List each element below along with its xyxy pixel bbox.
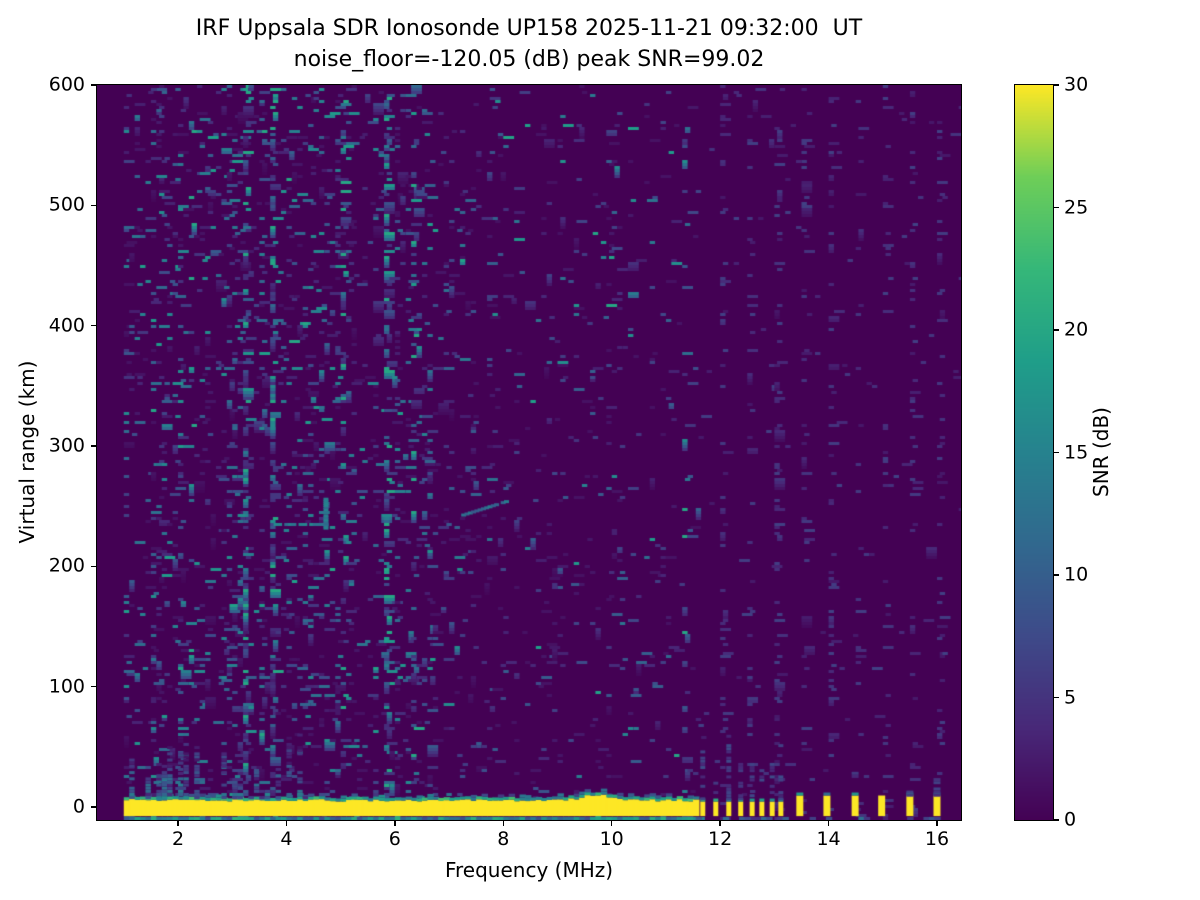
y-tick-label: 100 [48, 675, 85, 698]
colorbar-canvas [1015, 85, 1053, 820]
x-tick-label: 2 [171, 828, 185, 850]
y-tick-mark [91, 565, 96, 568]
colorbar-tick-label: 15 [1064, 441, 1089, 463]
colorbar-tick-label: 30 [1064, 73, 1089, 96]
x-tick-mark [719, 821, 721, 826]
chart-title: IRF Uppsala SDR Ionosonde UP158 2025-11-… [195, 16, 863, 41]
y-axis-label: Virtual range (km) [15, 360, 39, 544]
y-tick-mark [91, 204, 96, 207]
x-tick-mark [394, 821, 396, 826]
x-tick-mark [610, 821, 613, 826]
x-tick-label: 10 [599, 828, 624, 850]
y-tick-label: 300 [48, 434, 85, 457]
colorbar-tick-label: 0 [1064, 808, 1077, 831]
colorbar-tick-mark [1054, 329, 1059, 331]
y-tick-label: 500 [48, 193, 85, 216]
colorbar-tick-mark [1054, 84, 1059, 86]
colorbar-tick-mark [1054, 696, 1059, 699]
colorbar-tick-label: 20 [1064, 318, 1089, 341]
colorbar [1014, 84, 1054, 821]
y-tick-mark [91, 324, 96, 327]
x-tick-mark [502, 821, 505, 826]
colorbar-label: SNR (dB) [1089, 407, 1113, 497]
y-tick-mark [91, 806, 96, 808]
colorbar-tick-mark [1054, 451, 1059, 454]
x-tick-mark [936, 821, 938, 826]
x-tick-label: 16 [924, 828, 950, 850]
y-tick-label: 400 [48, 314, 85, 337]
x-axis-label: Frequency (MHz) [444, 858, 614, 882]
x-tick-mark [177, 821, 179, 826]
x-tick-label: 8 [497, 828, 510, 850]
colorbar-tick-mark [1054, 574, 1059, 576]
x-tick-label: 4 [280, 828, 293, 850]
colorbar-tick-label: 25 [1064, 196, 1089, 218]
colorbar-tick-label: 10 [1064, 563, 1089, 586]
heatmap-canvas [97, 85, 961, 820]
x-tick-label: 14 [816, 828, 841, 850]
colorbar-tick-mark [1054, 819, 1059, 821]
plot-area [96, 84, 962, 821]
colorbar-tick-mark [1054, 206, 1059, 209]
x-tick-label: 6 [388, 828, 401, 850]
y-tick-label: 0 [72, 795, 85, 818]
y-tick-label: 600 [48, 73, 85, 96]
y-tick-mark [91, 84, 96, 86]
chart-subtitle: noise_floor=-120.05 (dB) peak SNR=99.02 [293, 47, 765, 72]
colorbar-tick-label: 5 [1064, 686, 1077, 708]
x-tick-label: 12 [708, 828, 733, 850]
x-tick-mark [827, 821, 830, 826]
x-tick-mark [285, 821, 288, 826]
y-tick-mark [91, 445, 96, 447]
y-tick-mark [91, 685, 96, 688]
y-tick-label: 200 [48, 554, 85, 577]
